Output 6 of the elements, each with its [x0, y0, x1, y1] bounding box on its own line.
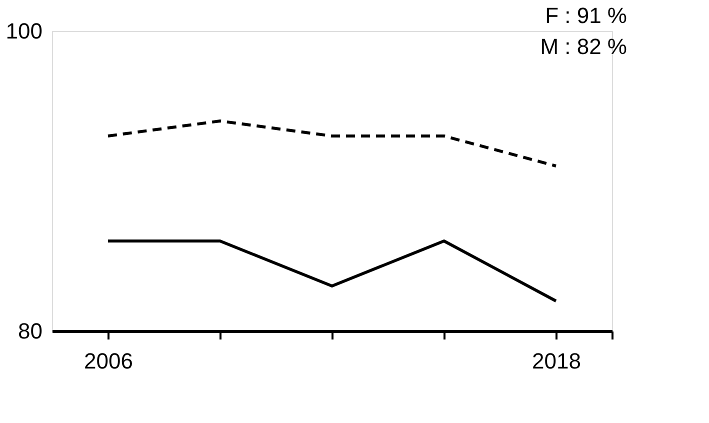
x-tick-label: 2018: [532, 348, 581, 374]
y-tick-label: 100: [6, 18, 42, 44]
x-tick-label: 2006: [84, 348, 133, 374]
y-tick-label: 80: [18, 318, 42, 344]
text: F : 91 %: [545, 3, 627, 28]
annotation: M : 82 %: [540, 34, 627, 59]
